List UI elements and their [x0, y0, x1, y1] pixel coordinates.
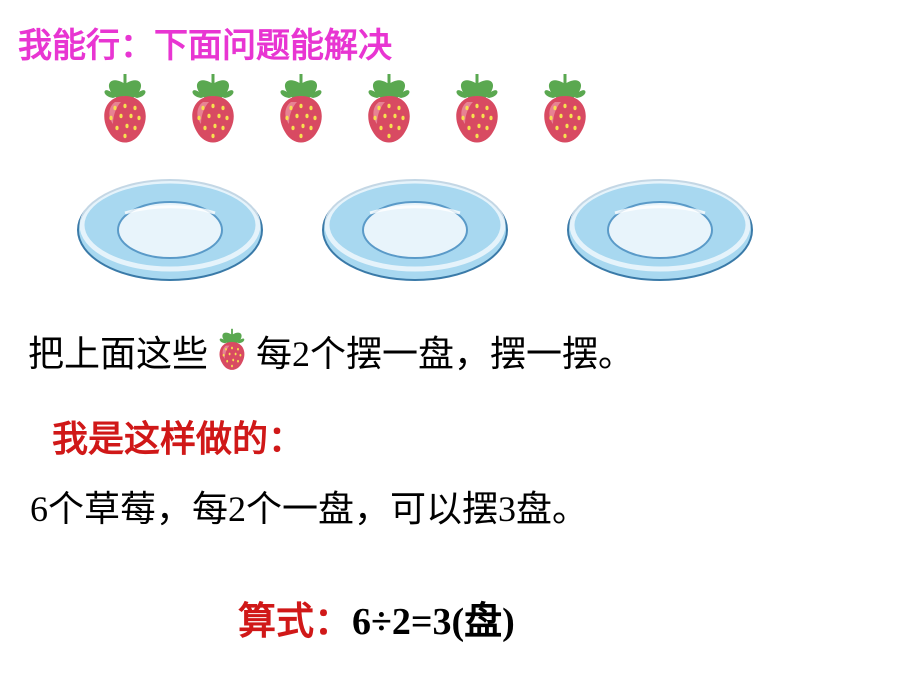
strawberry-icon [359, 72, 419, 150]
strawberry-icon [271, 72, 331, 150]
question-line: 把上面这些 每2个摆一盘，摆一摆。 [28, 325, 634, 377]
strawberry-icon [183, 72, 243, 150]
strawberry-icon [95, 72, 155, 150]
plate-icon [320, 175, 510, 285]
answer-text: 6个草莓，每2个一盘，可以摆3盘。 [30, 480, 588, 532]
plate-row [75, 175, 755, 285]
equation-line: 算式：6÷2=3(盘) [238, 590, 515, 645]
plate-icon [75, 175, 265, 285]
answer-label: 我是这样做的： [52, 410, 304, 462]
strawberry-icon [214, 327, 250, 375]
page-title: 我能行：下面问题能解决 [18, 18, 392, 67]
strawberry-icon [535, 72, 595, 150]
plate-icon [565, 175, 755, 285]
equation-expr: 6÷2=3(盘) [352, 601, 515, 643]
strawberry-icon [447, 72, 507, 150]
question-part2: 每2个摆一盘，摆一摆。 [256, 325, 634, 377]
equation-label: 算式： [238, 601, 352, 643]
strawberry-row [95, 72, 595, 150]
question-part1: 把上面这些 [28, 325, 208, 377]
